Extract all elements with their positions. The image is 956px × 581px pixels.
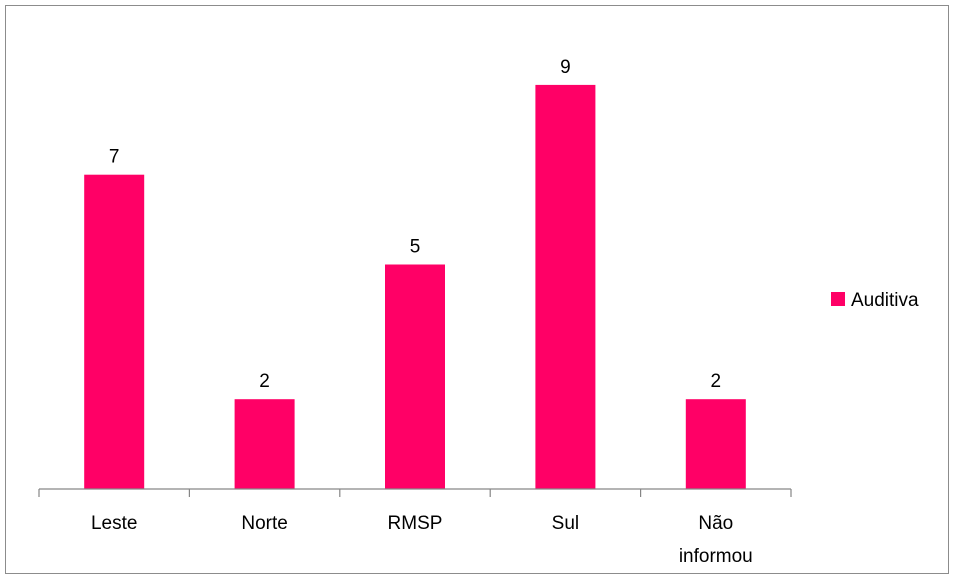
data-labels-group: 7 2 5 9 2 (109, 57, 721, 392)
data-label-nao-informou: 2 (711, 371, 722, 392)
bar-leste (84, 174, 145, 489)
chart-frame (5, 5, 949, 574)
x-tick-label-leste: Leste (91, 513, 137, 534)
x-tick-labels-group: Leste Norte RMSP Sul Não informou (91, 513, 753, 567)
legend-label-auditiva: Auditiva (851, 290, 919, 311)
bar-nao-informou (685, 399, 746, 489)
x-tick-label-rmsp: RMSP (388, 513, 443, 534)
data-label-leste: 7 (109, 147, 120, 168)
data-label-rmsp: 5 (410, 237, 421, 258)
legend: Auditiva (831, 290, 919, 311)
x-axis (38, 488, 792, 497)
x-tick-label-nao-informou: Não informou (679, 513, 753, 567)
x-tick-label-sul: Sul (552, 513, 579, 534)
bar-rmsp (385, 264, 445, 489)
bar-sul (535, 84, 596, 490)
x-tick-label-norte: Norte (241, 513, 287, 534)
data-label-norte: 2 (259, 371, 270, 392)
legend-swatch-auditiva (831, 292, 845, 306)
bars-group (84, 84, 746, 490)
data-label-sul: 9 (560, 57, 571, 78)
bar-norte (234, 399, 295, 489)
